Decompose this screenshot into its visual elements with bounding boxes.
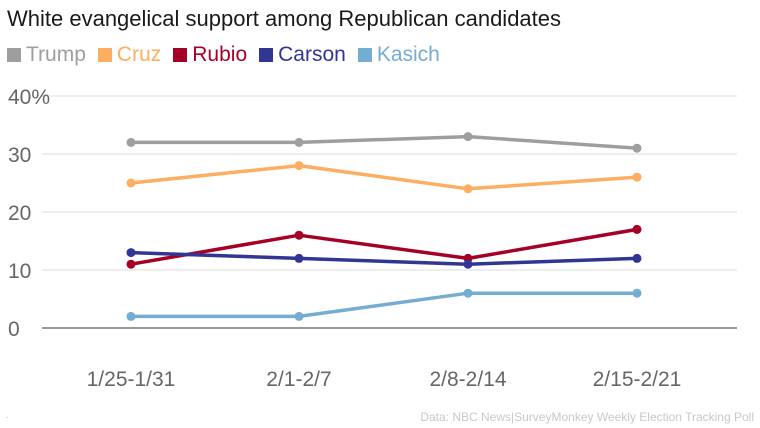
data-point-kasich [632,288,642,298]
y-tick-label: 30 [8,144,31,167]
legend-swatch-trump [7,48,21,62]
series-line-rubio [129,227,639,266]
legend-label-rubio: Rubio [192,43,248,66]
series-line-cruz [129,163,639,191]
data-point-carson [632,253,642,263]
y-axis-ticks: 0 10 20 30 40% [8,86,50,341]
legend-swatch-cruz [97,48,112,62]
data-point-carson [463,259,473,269]
legend-item-cruz: Cruz [97,43,162,67]
data-point-trump [463,132,473,142]
series-points [126,132,642,321]
legend-item-rubio: Rubio [173,43,247,67]
data-point-carson [126,248,136,258]
data-point-cruz [463,184,473,194]
y-tick-label: 20 [8,202,31,225]
legend-swatch-kasich [357,48,372,62]
data-point-carson [294,253,304,263]
data-point-kasich [463,288,473,298]
x-axis-ticks: 1/25-1/31 2/1-2/7 2/8-2/14 2/15-2/21 [87,368,682,391]
data-point-cruz [294,161,304,171]
series-line-carson [129,250,639,266]
legend-item-carson: Carson [259,43,346,67]
y-tick-label: 10 [8,260,31,283]
legend-label-trump: Trump [26,43,86,66]
data-point-trump [632,143,642,153]
data-point-trump [126,137,136,147]
data-point-cruz [126,178,136,188]
data-point-rubio [294,230,304,240]
x-tick-label: 2/8-2/14 [429,368,506,391]
series-line-kasich [129,291,639,319]
legend: Trump Cruz Rubio Carson Kasich [7,43,452,67]
y-tick-label: 0 [8,318,20,341]
x-tick-label: 2/15-2/21 [593,368,682,391]
data-point-kasich [126,311,136,321]
data-point-trump [294,137,304,147]
x-tick-label: 1/25-1/31 [87,368,176,391]
legend-label-carson: Carson [278,43,346,66]
chart-title: White evangelical support among Republic… [7,6,562,31]
gridlines [42,95,737,329]
legend-swatch-carson [259,48,274,62]
data-point-rubio [632,224,642,234]
y-tick-label: 40% [8,86,50,109]
legend-item-kasich: Kasich [357,43,440,67]
data-point-kasich [294,311,304,321]
series-lines [129,134,639,319]
data-point-cruz [632,172,642,182]
series-line-trump [129,134,639,150]
footnote-mark: . [6,410,9,421]
data-point-rubio [126,259,136,269]
legend-item-trump: Trump [7,43,86,67]
legend-label-kasich: Kasich [376,43,440,66]
legend-swatch-rubio [173,48,188,62]
x-tick-label: 2/1-2/7 [266,368,331,391]
legend-label-cruz: Cruz [116,43,162,66]
source-note: Data: NBC News|SurveyMonkey Weekly Elect… [420,410,754,424]
